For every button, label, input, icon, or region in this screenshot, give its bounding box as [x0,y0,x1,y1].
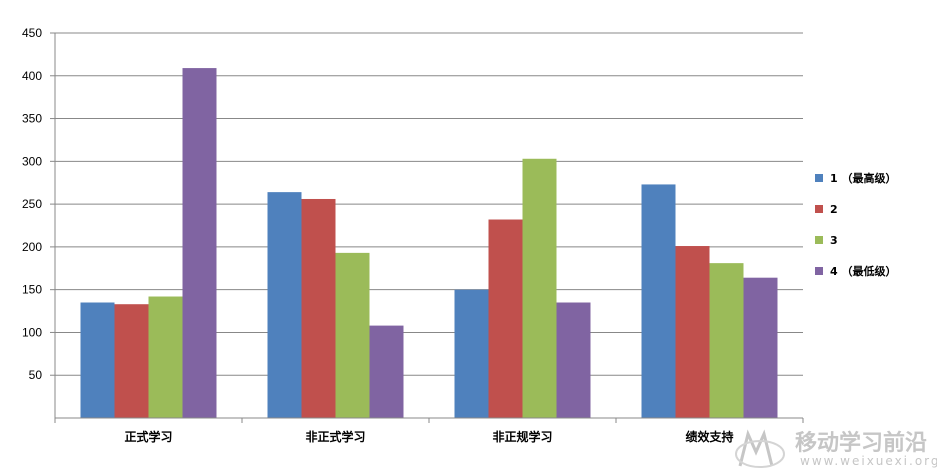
bar [675,246,710,418]
bar [335,252,370,418]
legend-label: 3 [830,234,838,247]
bar [709,263,744,418]
legend-label: 2 [830,203,838,216]
x-category-label: 非正规学习 [492,429,552,444]
y-tick-label: 100 [22,325,42,339]
legend-label: 4 （最低级） [830,264,896,278]
watermark: 移动学习前沿 www.weixuexi.org [735,429,937,468]
x-category-label: 绩效支持 [685,429,733,444]
legend-label: 1 （最高级） [830,171,896,185]
legend-swatch [815,174,823,182]
bar [743,277,778,418]
y-tick-label: 400 [22,69,42,83]
x-axis-categories: 正式学习 非正式学习 非正规学习 绩效支持 [124,429,733,444]
watermark-logo-icon [735,429,785,468]
y-tick-label: 50 [29,368,43,382]
x-category-label: 非正式学习 [305,429,365,444]
y-tick-label: 350 [22,112,42,126]
axes [54,33,804,423]
y-axis-ticks: 50 100 150 200 250 300 350 400 450 [22,26,55,382]
bar [148,296,183,418]
bar [182,68,217,419]
y-tick-label: 200 [22,240,42,254]
y-tick-label: 250 [22,197,42,211]
bar [641,184,676,418]
legend-swatch [815,267,823,275]
bar [556,302,591,418]
bars [80,68,778,419]
legend-swatch [815,205,823,213]
y-tick-label: 300 [22,154,42,168]
watermark-url: www.weixuexi.org [800,454,937,468]
y-tick-label: 150 [22,283,42,297]
x-category-label: 正式学习 [124,429,172,444]
y-tick-label: 450 [22,26,42,40]
legend: 1 （最高级） 2 3 4 （最低级） [815,171,896,278]
bar [522,158,557,418]
bar [267,192,302,418]
bar [369,325,404,418]
bar [114,304,149,418]
legend-swatch [815,236,823,244]
watermark-text: 移动学习前沿 [795,430,927,456]
bar [454,289,489,418]
bar [488,219,523,418]
bar [301,198,336,418]
bar [80,302,115,418]
